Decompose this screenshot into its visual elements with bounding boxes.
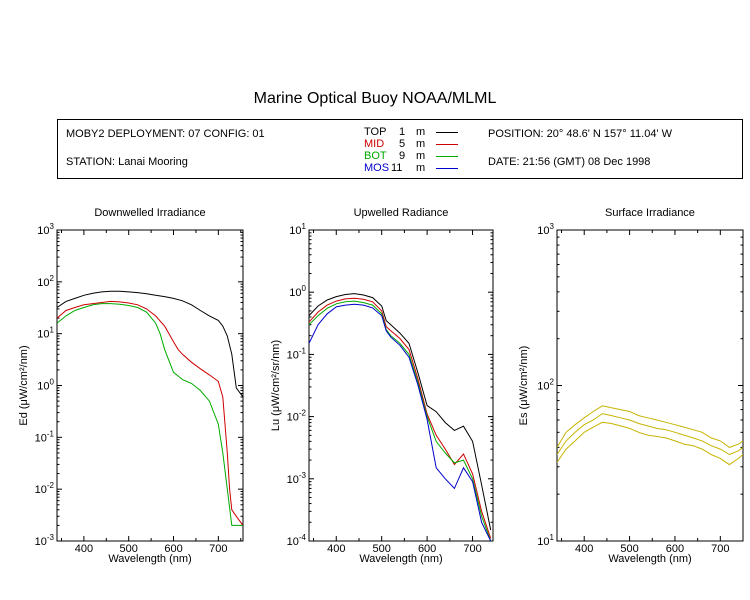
- y-tick-label: 100: [37, 378, 54, 393]
- legend-swatch: [436, 132, 458, 133]
- legend-unit: m: [416, 150, 426, 162]
- series-line-bot: [57, 303, 243, 526]
- y-tick-label: 10-4: [287, 533, 307, 548]
- x-tick-label: 700: [711, 543, 729, 555]
- station-text: STATION: Lanai Mooring: [66, 156, 188, 168]
- legend-unit: m: [416, 126, 426, 138]
- y-tick-label: 101: [37, 326, 54, 341]
- y-axis-label: Lu (μW/cm²/sr/nm): [270, 340, 282, 431]
- chart-1: Downwelled Irradiance 10-3 10-2 10-1 100 101 1…: [18, 207, 244, 565]
- plot-frame: [556, 229, 744, 542]
- legend-name: BOT: [364, 150, 387, 162]
- deployment-info-box: MOBY2 DEPLOYMENT: 07 CONFIG: 01 STATION:…: [57, 119, 743, 179]
- x-axis-label: Wavelength (nm): [359, 553, 442, 565]
- x-tick-label: 700: [463, 543, 481, 555]
- legend-depth: 1: [399, 126, 406, 138]
- x-tick-label: 500: [373, 543, 391, 555]
- y-tick-label: 103: [37, 222, 54, 237]
- legend-entry-mid: MID 5 m: [364, 138, 464, 150]
- legend-swatch: [436, 168, 458, 169]
- legend-entry-bot: BOT 9 m: [364, 150, 464, 162]
- legend-unit: m: [416, 138, 426, 150]
- position-text: POSITION: 20° 48.6' N 157° 11.04' W: [488, 128, 672, 140]
- series-line-bot: [309, 300, 492, 541]
- legend-swatch: [436, 144, 458, 145]
- legend-name: MID: [364, 138, 385, 150]
- y-tick-label: 10-2: [287, 409, 307, 424]
- x-axis-label: Wavelength (nm): [608, 553, 691, 565]
- x-tick-label: 700: [209, 543, 227, 555]
- legend-unit: m: [416, 162, 426, 174]
- series-line-mos: [309, 303, 492, 541]
- x-tick-label: 400: [575, 543, 593, 555]
- x-tick-label: 400: [327, 543, 345, 555]
- series-line-top: [57, 290, 243, 398]
- y-tick-label: 100: [289, 284, 306, 299]
- chart-main-title: Marine Optical Buoy NOAA/MLML: [253, 90, 497, 107]
- y-axis-label: Es (μW/cm²/nm): [518, 346, 530, 426]
- legend-depth: 5: [399, 138, 406, 150]
- series-line-mid: [57, 300, 243, 526]
- y-tick-label: 103: [537, 222, 554, 237]
- chart-title: Downwelled Irradiance: [94, 207, 205, 219]
- plot-frame: [56, 229, 244, 542]
- x-tick-label: 400: [75, 543, 93, 555]
- y-tick-label: 102: [37, 274, 54, 289]
- series-line-2: [557, 413, 743, 456]
- y-tick-label: 101: [289, 222, 306, 237]
- chart-3: Surface Irradiance 101 102 103 400 500 600 700 W…: [518, 207, 744, 565]
- series-line-3: [557, 421, 743, 466]
- legend-depth: 11: [391, 162, 403, 174]
- series-line-top: [309, 293, 492, 531]
- plot-frame: [308, 229, 494, 542]
- legend-entry-mos: MOS 11 m: [364, 162, 464, 174]
- y-tick-label: 10-2: [35, 481, 55, 496]
- chart-2: Upwelled Radiance 10-4 10-3 10-2 10-1 100 101 4…: [270, 207, 494, 565]
- y-tick-label: 10-1: [35, 429, 55, 444]
- legend-swatch: [436, 156, 458, 157]
- chart-title: Surface Irradiance: [605, 207, 695, 219]
- legend-entry-top: TOP 1 m: [364, 126, 464, 138]
- y-tick-label: 10-1: [287, 346, 307, 361]
- x-tick-label: 500: [620, 543, 638, 555]
- y-tick-label: 10-3: [287, 471, 307, 486]
- date-text: DATE: 21:56 (GMT) 08 Dec 1998: [488, 156, 651, 168]
- x-axis-label: Wavelength (nm): [108, 553, 191, 565]
- chart-title: Upwelled Radiance: [354, 207, 449, 219]
- legend-name: MOS: [364, 162, 390, 174]
- y-tick-label: 102: [537, 378, 554, 393]
- x-tick-label: 600: [666, 543, 684, 555]
- series-line-mid: [309, 297, 492, 539]
- x-tick-label: 600: [164, 543, 182, 555]
- deployment-text: MOBY2 DEPLOYMENT: 07 CONFIG: 01: [66, 128, 265, 140]
- y-axis-label: Ed (μW/cm²/nm): [18, 345, 30, 425]
- y-tick-label: 10-3: [35, 533, 55, 548]
- series-line-1: [557, 405, 743, 448]
- legend-depth: 9: [399, 150, 406, 162]
- x-tick-label: 500: [120, 543, 138, 555]
- legend-name: TOP: [364, 126, 387, 138]
- y-tick-label: 101: [537, 533, 554, 548]
- x-tick-label: 600: [418, 543, 436, 555]
